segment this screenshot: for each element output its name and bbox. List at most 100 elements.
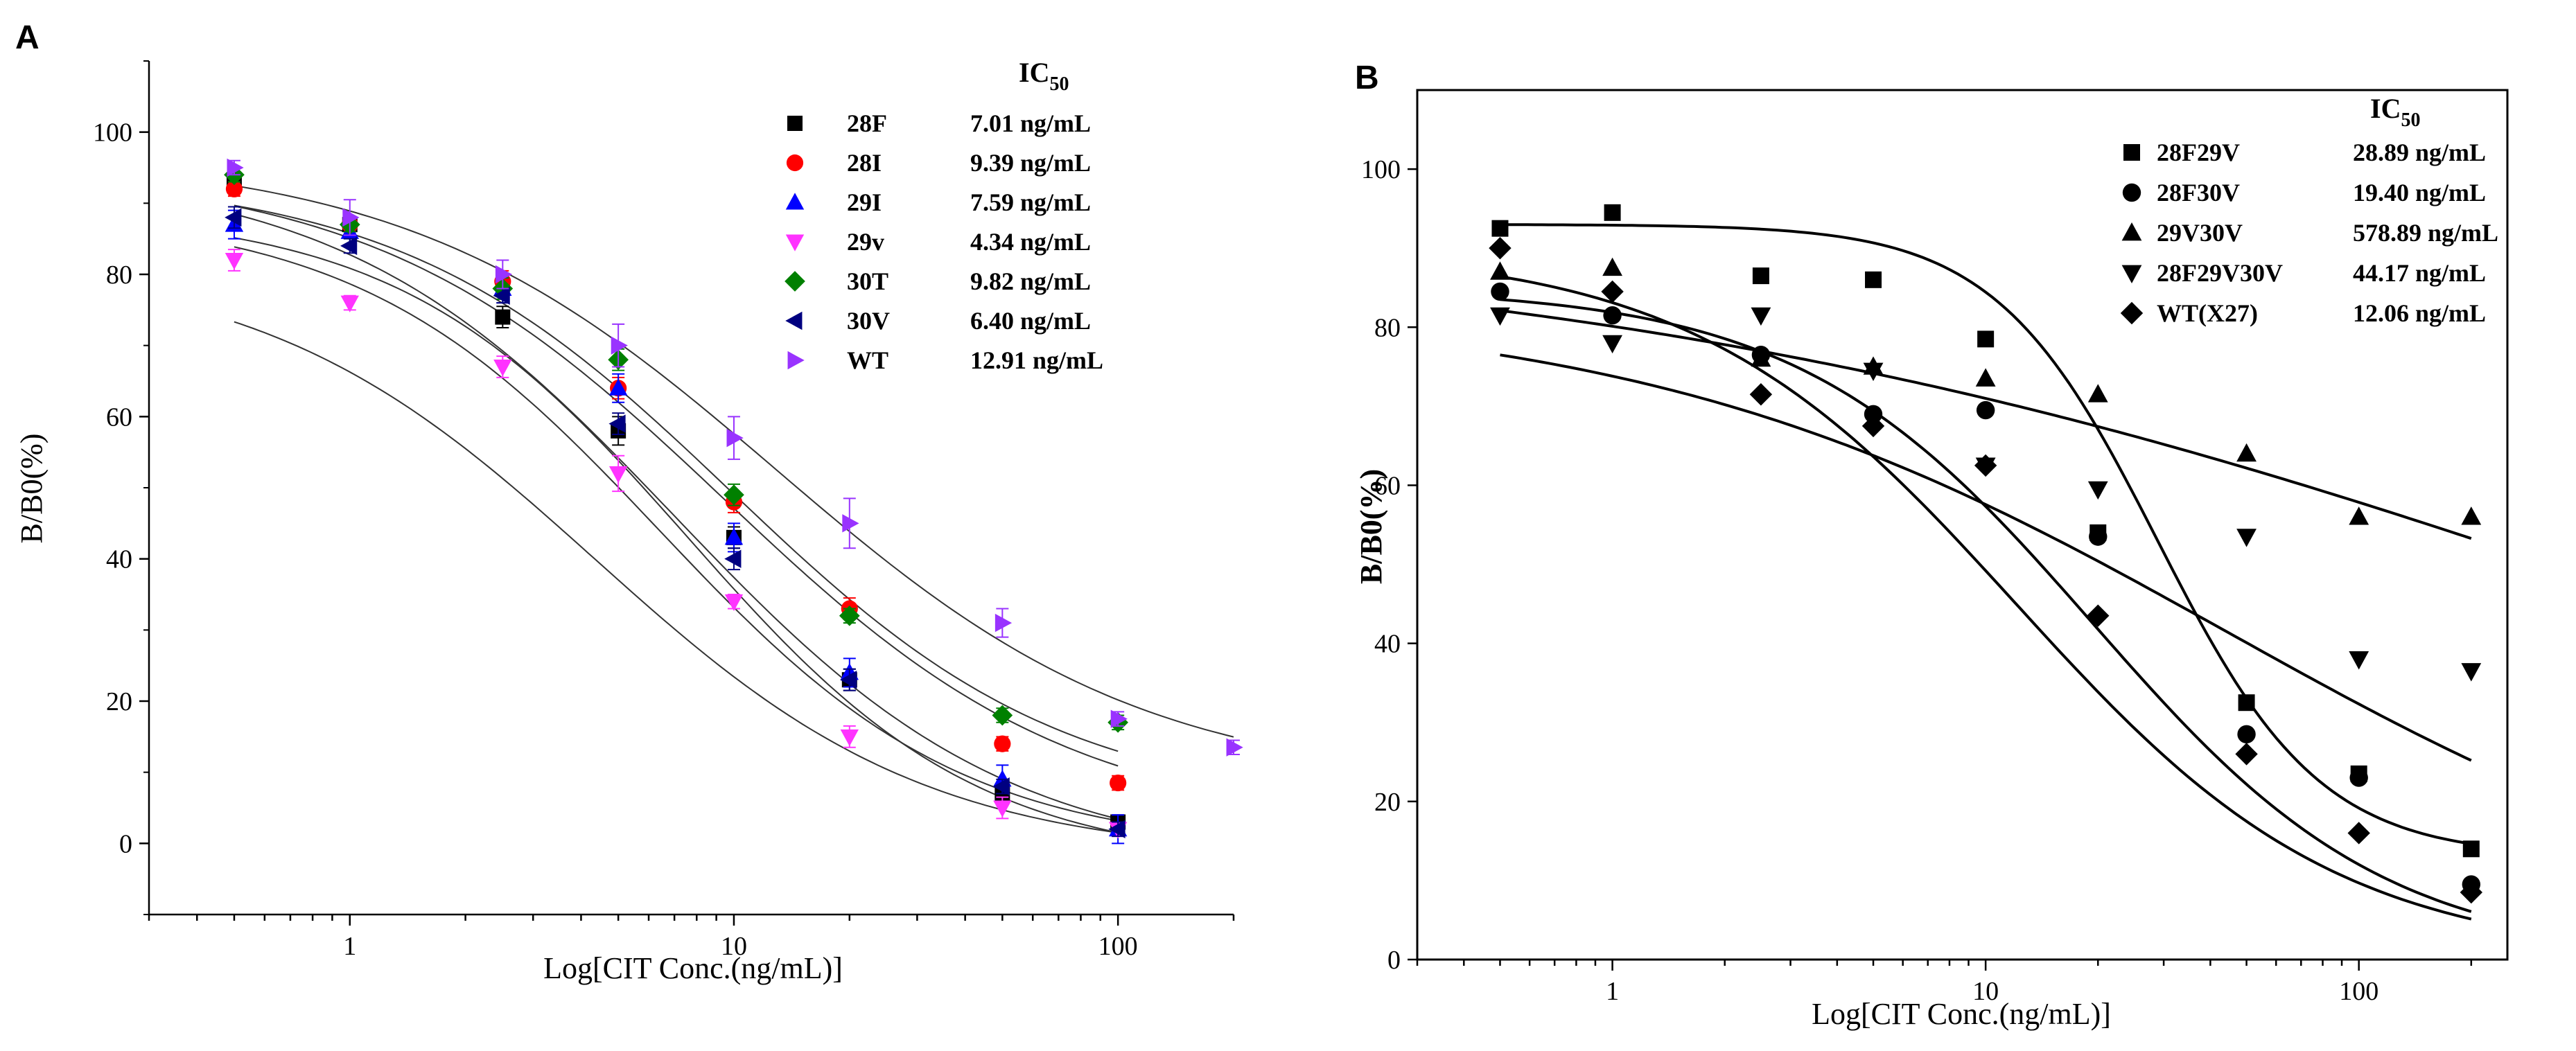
panel-b-point-WT(X27) — [1601, 280, 1624, 303]
panel-b-point-29V30V — [1602, 257, 1622, 276]
panel-b-point-28F30V — [2089, 527, 2108, 546]
panel-b-fit-curves — [1500, 223, 2472, 921]
panel-a-y-axis-title: B/B0(%) — [15, 434, 49, 544]
panel-a-point-30T — [992, 705, 1013, 726]
panel-a-legend-ic50-28I: 9.39 ng/mL — [970, 149, 1091, 177]
panel-b-y-tick-label: 60 — [1374, 471, 1401, 500]
panel-a-point-29v — [493, 360, 512, 377]
panel-b-point-28F29V30V — [2236, 529, 2257, 547]
panel-a-point-WT — [726, 428, 744, 448]
panel-a-data-points — [224, 158, 1243, 845]
panel-a-point-28I — [1110, 774, 1127, 792]
panel-a-x-tick-label: 1 — [343, 932, 356, 961]
panel-b-x-tick-label: 1 — [1606, 977, 1619, 1006]
panel-a-point-30V — [608, 414, 626, 433]
panel-b-point-29V30V — [2461, 506, 2482, 525]
panel-a-point-WT — [1110, 709, 1128, 728]
panel-b-y-tick-label: 80 — [1374, 313, 1401, 342]
panel-a-point-28I — [225, 180, 243, 197]
panel-a-point-WT — [1226, 738, 1243, 757]
panel-b-point-WT(X27) — [1974, 454, 1997, 477]
panel-b-point-28F30V — [1603, 306, 1622, 325]
panel-a-legend-marker-29I — [785, 193, 805, 210]
panel-a-point-30V — [1108, 820, 1125, 838]
panel-a-point-29v — [225, 253, 244, 270]
panel-a-legend-header: IC50 — [1019, 57, 1069, 95]
panel-b-point-28F29V30V — [1490, 307, 1510, 326]
panel-b-fit-curve-28F30V — [1500, 298, 2472, 913]
panel-b-point-28F30V — [1491, 282, 1509, 301]
panel-a-fit-curve-30V — [234, 246, 1119, 822]
panel-a-y-tick-label: 40 — [106, 545, 132, 574]
panel-a-legend-ic50-28F: 7.01 ng/mL — [970, 109, 1091, 137]
panel-a-point-WT — [495, 265, 513, 284]
panel-a-point-WT — [227, 158, 244, 177]
panel-a-point-29v — [340, 295, 359, 312]
panel-a-legend-marker-28F — [787, 116, 803, 131]
panel-b-point-28F29V — [1865, 271, 1882, 288]
panel-b-point-28F29V30V — [1602, 335, 1622, 354]
panel-b-legend: IC50 28F29V 28.89 ng/mL 28F30V 19.40 ng/mL 2… — [2120, 93, 2498, 327]
panel-b-y-tick-label: 0 — [1387, 946, 1401, 975]
panel-a-x-axis-title: Log[CIT Conc.(ng/mL)] — [543, 951, 843, 985]
panel-b-point-WT(X27) — [2460, 881, 2483, 904]
panel-b-point-29V30V — [2087, 384, 2108, 403]
panel-b-data-points — [1489, 204, 2483, 904]
panel-a-legend-marker-30T — [785, 271, 805, 292]
panel-b: B 0 20 40 60 80 100 1 10 100 Log[CIT Conc.(ng/mL… — [1354, 60, 2509, 1031]
panel-a-y-axis-title-text: B/B0(%) — [15, 434, 49, 544]
panel-b-y-axis-title-text: B/B0(%) — [1354, 469, 1388, 584]
panel-b-x-axis-title: Log[CIT Conc.(ng/mL)] — [1812, 997, 2111, 1031]
panel-b-point-28F29V — [1604, 204, 1621, 221]
panel-a-fit-curve-28F — [234, 213, 1119, 820]
panel-a-y-tick-label: 20 — [106, 687, 132, 716]
panel-a-point-WT — [611, 336, 628, 355]
panel-b-legend-ic50-28F29V30V: 44.17 ng/mL — [2353, 259, 2486, 287]
panel-b-fit-curve-WT(X27) — [1500, 275, 2472, 921]
panel-b-point-WT(X27) — [1489, 236, 1512, 260]
panel-b-point-WT(X27) — [1749, 383, 1773, 406]
panel-b-point-29V30V — [1975, 368, 1996, 387]
panel-a-point-29I — [608, 378, 628, 396]
panel-b-point-28F29V — [2238, 694, 2255, 712]
panel-a-legend-ic50-29I: 7.59 ng/mL — [970, 188, 1091, 216]
panel-b-point-28F29V30V — [2349, 651, 2369, 670]
panel-a-fit-curve-29v — [234, 321, 1119, 833]
panel-a-point-30V — [992, 777, 1010, 796]
panel-a-point-29v — [724, 594, 744, 612]
panel-b-fit-curve-28F29V — [1500, 223, 2472, 845]
panel-a-legend-ic50-WT: 12.91 ng/mL — [970, 346, 1103, 374]
panel-b-legend-ic50-WT(X27): 12.06 ng/mL — [2353, 299, 2486, 327]
panel-b-point-28F30V — [1864, 405, 1883, 423]
panel-a-legend-ic50-30T: 9.82 ng/mL — [970, 267, 1091, 295]
panel-b-point-28F30V — [1976, 400, 1995, 420]
panel-b-letter: B — [1355, 60, 1379, 96]
panel-b-legend-label-28F29V: 28F29V — [2157, 139, 2240, 166]
panel-b-x-tick-label: 10 — [1972, 977, 1999, 1006]
panel-a-legend-marker-WT — [787, 351, 805, 370]
panel-a-y-tick-label: 100 — [93, 118, 132, 148]
panel-a-point-30V — [840, 671, 857, 689]
panel-b-point-WT(X27) — [2347, 822, 2370, 845]
panel-a-point-29v — [840, 729, 859, 747]
panel-b-legend-marker-28F29V30V — [2121, 265, 2142, 283]
panel-b-point-28F29V — [1752, 267, 1769, 285]
panel-b-y-tick-label: 20 — [1374, 788, 1401, 817]
panel-b-point-28F29V — [1977, 330, 1995, 348]
panel-a-legend-ic50-29v: 4.34 ng/mL — [970, 228, 1091, 256]
panel-b-ticks: 0 20 40 60 80 100 1 10 100 — [1361, 155, 2473, 1006]
panel-a-legend-label-29I: 29I — [847, 188, 882, 216]
panel-a-legend-marker-28I — [786, 154, 804, 172]
panel-b-point-WT(X27) — [1861, 414, 1885, 438]
panel-b-y-tick-label: 100 — [1361, 155, 1401, 184]
panel-b-point-29V30V — [1490, 261, 1510, 280]
panel-a-point-WT — [842, 514, 859, 533]
panel-a-letter: A — [15, 19, 40, 56]
panel-a-fit-curves — [234, 185, 1234, 833]
panel-b-legend-marker-28F29V — [2123, 144, 2140, 161]
panel-a-point-30T — [724, 484, 744, 506]
panel-a-legend: IC50 28F 7.01 ng/mL 28I 9.39 ng/mL 29I 7.59 n… — [785, 57, 1103, 374]
panel-a-legend-label-28I: 28I — [847, 149, 882, 177]
panel-b-legend-header-ic: IC — [2370, 93, 2401, 124]
